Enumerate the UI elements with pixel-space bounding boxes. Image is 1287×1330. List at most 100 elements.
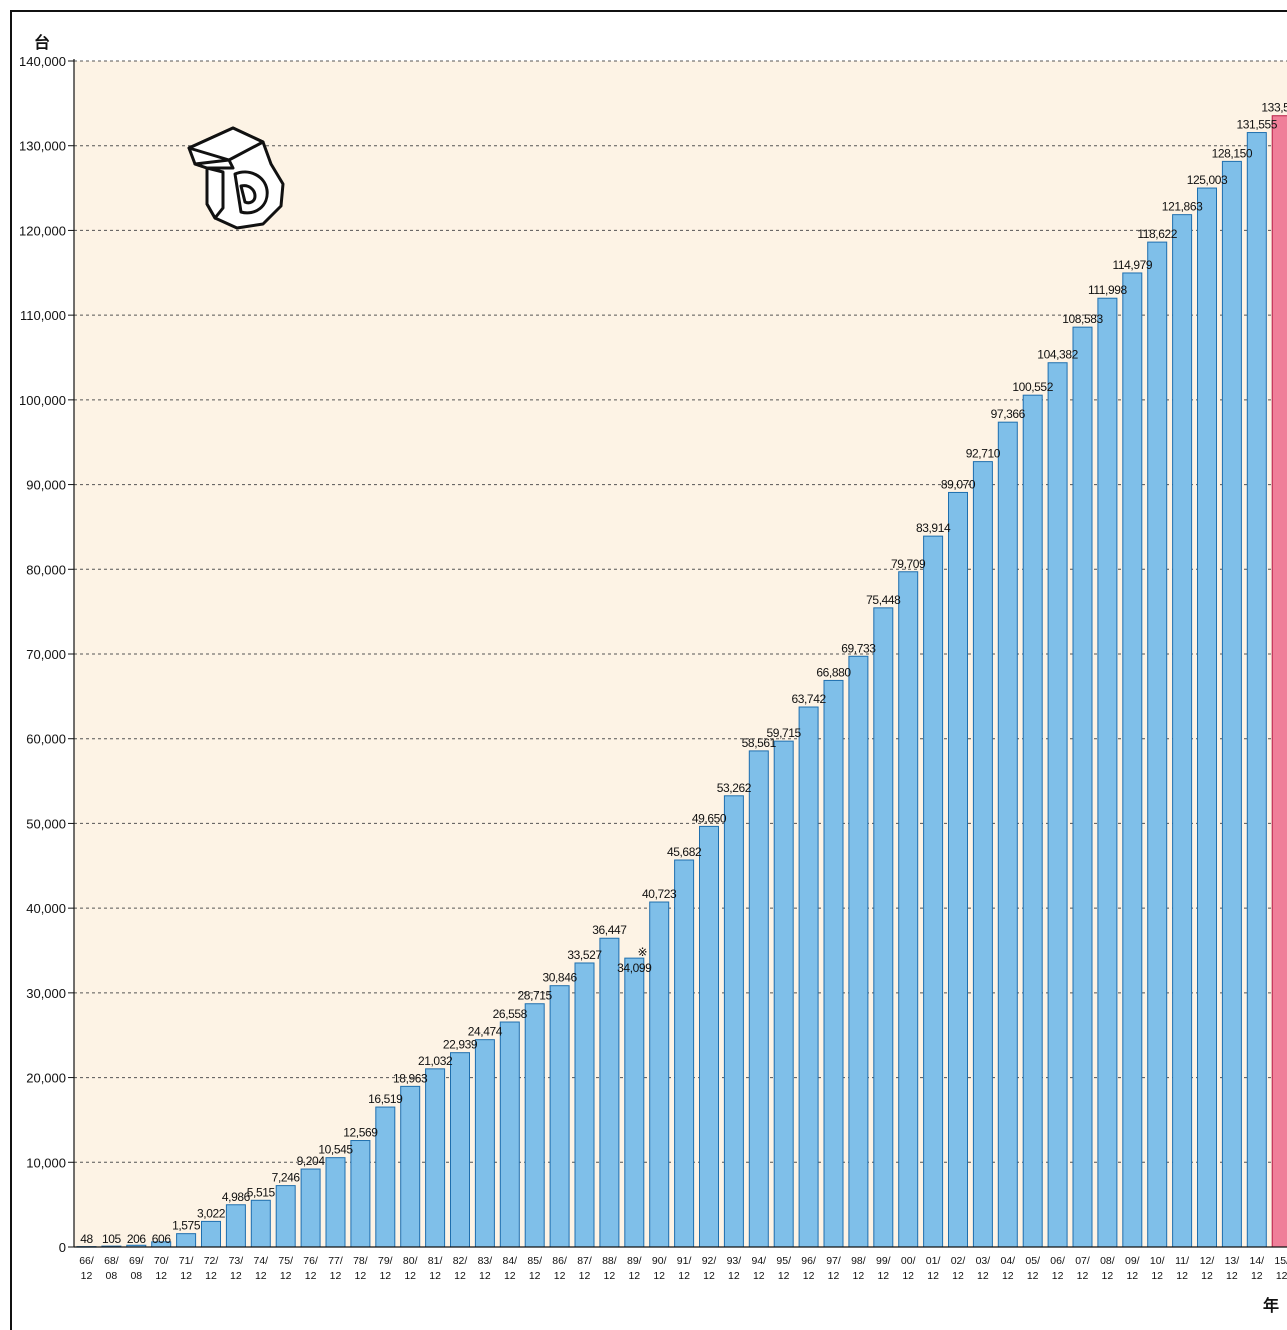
x-tick-label: 84/ — [502, 1255, 517, 1267]
x-tick-label: 11/ — [1175, 1255, 1189, 1267]
annotation-mark: ※ — [637, 945, 647, 959]
bar — [225, 1204, 246, 1248]
x-tick-label: 12/ — [1200, 1255, 1215, 1267]
x-tick-label: 12 — [1251, 1270, 1263, 1282]
data-label: 1,575 — [172, 1219, 201, 1233]
x-tick-label: 12 — [628, 1270, 640, 1282]
x-tick-label: 92/ — [702, 1255, 717, 1267]
y-tick-label: 80,000 — [26, 562, 66, 577]
x-tick-label: 74/ — [253, 1255, 268, 1267]
data-label: 100,552 — [1012, 380, 1053, 394]
x-tick-label: 12 — [1002, 1270, 1014, 1282]
y-axis: 0 10,000 20,000 30,000 40,000 50,000 60,000 70,… — [19, 54, 75, 1255]
bar — [1221, 160, 1242, 1248]
x-tick-label: 76/ — [303, 1255, 318, 1267]
data-label: 5,515 — [247, 1185, 276, 1199]
x-tick-label: 12 — [853, 1270, 865, 1282]
bar — [300, 1168, 321, 1248]
bar — [1122, 272, 1143, 1248]
bar — [873, 607, 894, 1248]
x-tick-label: 75/ — [278, 1255, 293, 1267]
x-tick-label: 73/ — [229, 1255, 244, 1267]
data-label: 606 — [152, 1232, 172, 1246]
x-tick-label: 80/ — [403, 1255, 418, 1267]
data-label: 26,558 — [493, 1007, 528, 1021]
data-label: 48 — [80, 1232, 93, 1246]
x-tick-label: 12 — [753, 1270, 765, 1282]
x-tick-label: 03/ — [976, 1255, 991, 1267]
data-label: 89,070 — [941, 477, 976, 491]
bar — [823, 679, 844, 1248]
bar — [723, 795, 744, 1248]
bar — [176, 1233, 197, 1248]
data-label: 40,723 — [642, 887, 677, 901]
x-tick-label: 12 — [977, 1270, 989, 1282]
x-tick-label: 90/ — [652, 1255, 667, 1267]
x-tick-label: 12 — [205, 1270, 217, 1282]
x-tick-label: 01/ — [926, 1255, 941, 1267]
data-label: 49,650 — [692, 811, 727, 825]
x-tick-label: 12 — [1226, 1270, 1238, 1282]
data-label: 9,204 — [297, 1154, 326, 1168]
data-label: 18,963 — [393, 1071, 428, 1085]
x-tick-label: 81/ — [428, 1255, 443, 1267]
y-tick-label: 140,000 — [19, 54, 66, 69]
data-label: 45,682 — [667, 845, 702, 859]
data-label: 12,569 — [343, 1126, 378, 1140]
data-label: 7,246 — [272, 1171, 301, 1185]
data-label: 24,474 — [468, 1025, 503, 1039]
x-tick-label: 12 — [280, 1270, 292, 1282]
data-label: 36,447 — [592, 923, 627, 937]
x-tick-label: 12 — [653, 1270, 665, 1282]
data-label: 3,022 — [197, 1206, 226, 1220]
bar — [450, 1052, 470, 1248]
bar — [400, 1085, 421, 1248]
x-tick-label: 71/ — [179, 1255, 194, 1267]
x-tick-label: 12 — [1201, 1270, 1213, 1282]
x-tick-label: 12 — [1176, 1270, 1188, 1282]
y-tick-label: 110,000 — [20, 308, 66, 323]
x-tick-label: 12 — [81, 1270, 93, 1282]
bar — [748, 750, 769, 1248]
y-unit-label: 台 — [34, 33, 50, 52]
x-tick-label: 77/ — [328, 1255, 343, 1267]
x-tick-label: 98/ — [851, 1255, 866, 1267]
bar — [350, 1140, 371, 1248]
data-label: 63,742 — [791, 692, 826, 706]
bar — [599, 937, 620, 1248]
x-tick-label: 12 — [330, 1270, 342, 1282]
data-label: 4,986 — [222, 1190, 251, 1204]
data-label: 33,527 — [567, 948, 602, 962]
x-tick-label: 12 — [778, 1270, 790, 1282]
bar — [250, 1199, 271, 1248]
x-tick-label: 12 — [1276, 1270, 1287, 1282]
data-label: 53,262 — [717, 781, 752, 795]
x-tick-label: 87/ — [577, 1255, 592, 1267]
x-tick-label: 07/ — [1075, 1255, 1090, 1267]
x-tick-label: 12 — [902, 1270, 914, 1282]
data-label: 108,583 — [1062, 312, 1103, 326]
x-tick-label: 93/ — [727, 1255, 742, 1267]
x-tick-label: 12 — [554, 1270, 566, 1282]
data-label: 58,561 — [742, 736, 777, 750]
y-tick-label: 70,000 — [26, 647, 66, 662]
x-tick-label: 12 — [927, 1270, 939, 1282]
x-tick-label: 89/ — [627, 1255, 642, 1267]
bar — [1097, 297, 1118, 1248]
x-tick-label: 12 — [155, 1270, 167, 1282]
x-tick-label: 99/ — [876, 1255, 891, 1267]
x-tick-label: 83/ — [478, 1255, 493, 1267]
data-label: 30,846 — [542, 971, 577, 985]
x-tick-label: 12 — [180, 1270, 192, 1282]
y-tick-label: 90,000 — [26, 478, 66, 493]
x-tick-label: 78/ — [353, 1255, 368, 1267]
bar — [773, 740, 794, 1248]
x-tick-label: 12 — [429, 1270, 441, 1282]
x-tick-label: 12 — [230, 1270, 242, 1282]
x-tick-label: 12 — [1102, 1270, 1114, 1282]
data-label: 34,099 — [617, 961, 652, 975]
bar — [1047, 362, 1068, 1248]
x-tick-label: 12 — [379, 1270, 391, 1282]
x-tick-label: 12 — [305, 1270, 317, 1282]
